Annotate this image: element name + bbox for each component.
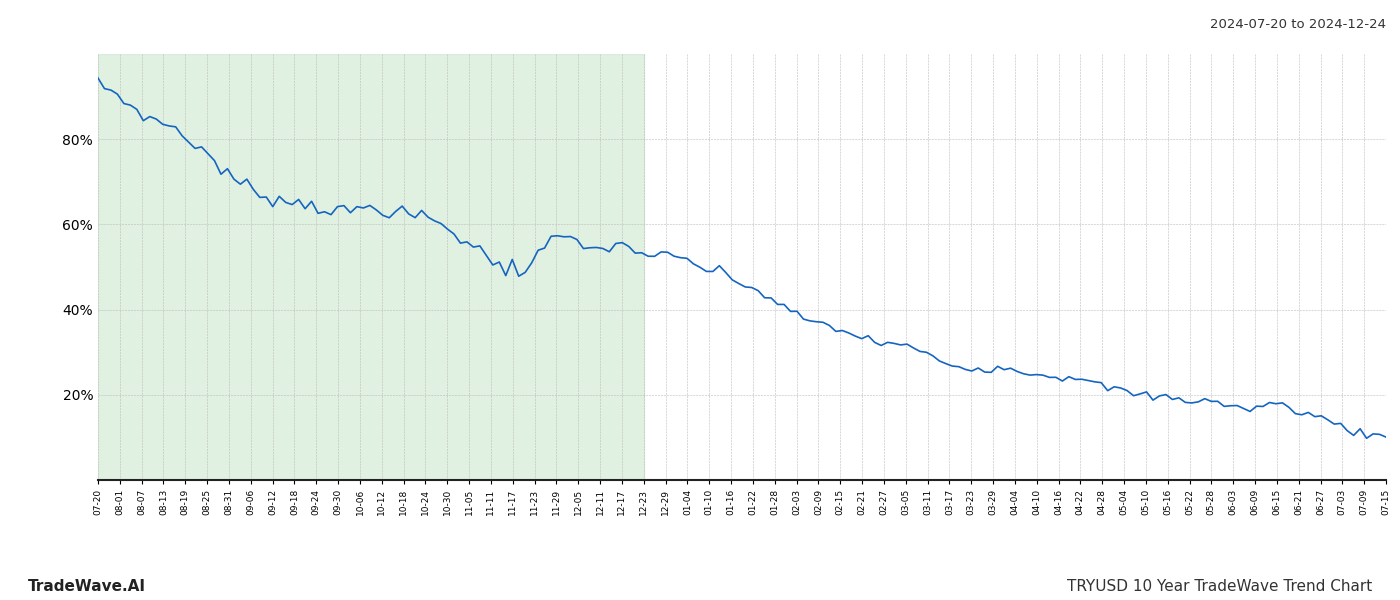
Text: TRYUSD 10 Year TradeWave Trend Chart: TRYUSD 10 Year TradeWave Trend Chart: [1067, 579, 1372, 594]
Bar: [98, 54, 644, 480]
Text: 2024-07-20 to 2024-12-24: 2024-07-20 to 2024-12-24: [1210, 18, 1386, 31]
Text: TradeWave.AI: TradeWave.AI: [28, 579, 146, 594]
